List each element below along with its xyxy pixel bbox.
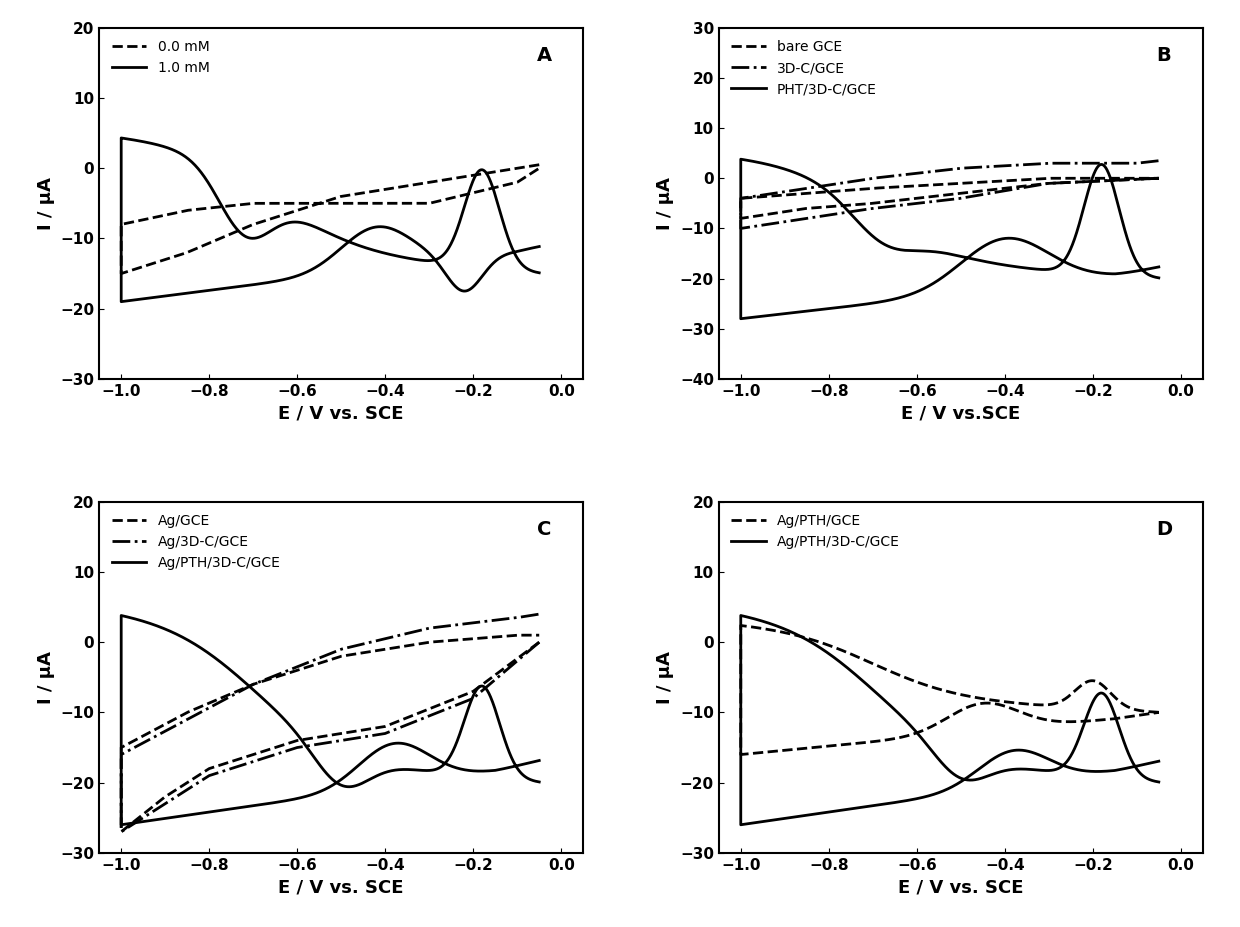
X-axis label: E / V vs.SCE: E / V vs.SCE	[901, 404, 1021, 423]
Text: C: C	[537, 520, 552, 540]
Y-axis label: I / μA: I / μA	[656, 177, 675, 230]
X-axis label: E / V vs. SCE: E / V vs. SCE	[279, 404, 404, 423]
X-axis label: E / V vs. SCE: E / V vs. SCE	[279, 878, 404, 896]
Legend: bare GCE, 3D-C/GCE, PHT/3D-C/GCE: bare GCE, 3D-C/GCE, PHT/3D-C/GCE	[725, 34, 883, 102]
Legend: Ag/PTH/GCE, Ag/PTH/3D-C/GCE: Ag/PTH/GCE, Ag/PTH/3D-C/GCE	[725, 509, 905, 554]
Legend: 0.0 mM, 1.0 mM: 0.0 mM, 1.0 mM	[107, 34, 215, 81]
Text: D: D	[1156, 520, 1172, 540]
Text: A: A	[537, 46, 552, 66]
Text: B: B	[1157, 46, 1172, 66]
Y-axis label: I / μA: I / μA	[37, 651, 55, 704]
Legend: Ag/GCE, Ag/3D-C/GCE, Ag/PTH/3D-C/GCE: Ag/GCE, Ag/3D-C/GCE, Ag/PTH/3D-C/GCE	[107, 509, 286, 576]
X-axis label: E / V vs. SCE: E / V vs. SCE	[898, 878, 1023, 896]
Y-axis label: I / μA: I / μA	[656, 651, 675, 704]
Y-axis label: I / μA: I / μA	[37, 177, 55, 230]
